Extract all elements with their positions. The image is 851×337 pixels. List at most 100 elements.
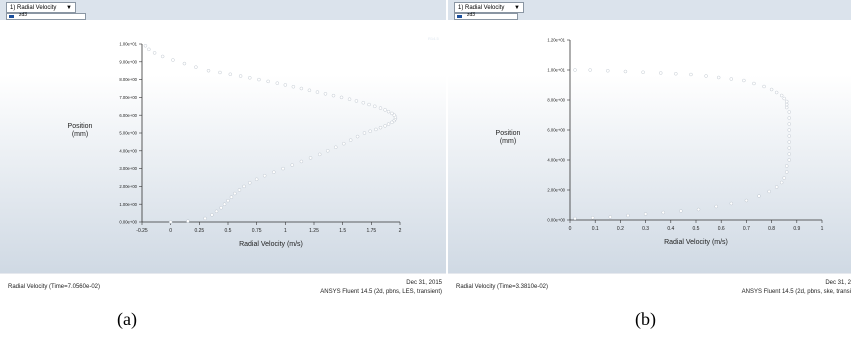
- x-tick-label: 2: [399, 228, 402, 234]
- data-point: [194, 65, 198, 69]
- data-point: [573, 68, 577, 72]
- data-point: [326, 149, 330, 153]
- data-point: [308, 156, 313, 160]
- data-point: [318, 152, 322, 157]
- data-point: [218, 70, 222, 75]
- y-axis-label: (mm): [72, 131, 88, 138]
- x-tick-label: 1: [284, 228, 287, 234]
- data-point: [182, 61, 187, 66]
- chevron-down-icon: ▼: [66, 5, 72, 11]
- data-point: [228, 72, 232, 76]
- plot-selector-dropdown[interactable]: 1) Radial Velocity ▼: [6, 2, 76, 13]
- data-point: [785, 170, 789, 174]
- x-tick-label: 0.9: [793, 226, 800, 232]
- data-point: [206, 69, 211, 73]
- y-tick-label: 4.00e+00: [119, 148, 137, 153]
- data-point: [717, 75, 721, 80]
- data-point: [390, 111, 394, 116]
- data-point: [203, 216, 207, 221]
- data-point: [774, 90, 779, 95]
- data-point: [169, 220, 173, 224]
- data-point: [334, 145, 338, 149]
- graphics-toolbar: [448, 0, 851, 20]
- data-point: [785, 164, 789, 168]
- data-point: [272, 170, 276, 174]
- y-tick-label: 1.00e+01: [547, 68, 565, 73]
- data-point: [299, 159, 304, 164]
- caption-bar: Radial Velocity (Time=7.0560e-02) Dec 31…: [0, 273, 446, 300]
- y-tick-label: 0.00e+00: [547, 218, 565, 223]
- data-point: [362, 131, 367, 135]
- plot-panel-b: 0 0.1 0.2 0.3 0.4 0.5 0.6 0.7 0.8 0.9 1 0.00e+00 2.0…: [448, 0, 851, 300]
- data-point: [383, 124, 387, 128]
- x-tick-label: 1.25: [309, 228, 319, 234]
- y-tick-label: 1.00e+01: [119, 42, 137, 47]
- data-point: [349, 138, 353, 142]
- data-point: [214, 209, 219, 213]
- chevron-down-icon: ▼: [514, 5, 520, 11]
- data-point: [785, 99, 789, 104]
- x-tick-label: 0.8: [768, 226, 775, 232]
- data-point: [307, 88, 312, 92]
- legend-label: zd3: [467, 12, 476, 18]
- y-tick-label: 5.00e+00: [119, 131, 137, 136]
- solver-info: ANSYS Fluent 14.5 (2d, pbns, LES, transi…: [320, 289, 442, 295]
- zone-legend: zd3: [6, 12, 86, 20]
- chart-b-svg: 0 0.1 0.2 0.3 0.4 0.5 0.6 0.7 0.8 0.9 1 0.00e+00 2.0…: [448, 0, 851, 300]
- data-point: [606, 69, 610, 73]
- figure-sublabel-b: (b): [635, 309, 656, 329]
- plot-selector-label: 1) Radial Velocity: [10, 5, 57, 11]
- x-tick-label: 1.75: [366, 228, 376, 234]
- data-point: [573, 216, 577, 221]
- zone-legend: zd3: [454, 12, 518, 20]
- data-point: [383, 108, 387, 112]
- plot-background: [0, 0, 446, 300]
- data-point: [378, 126, 383, 130]
- x-tick-label: 0.25: [194, 228, 204, 234]
- data-point: [785, 102, 789, 107]
- data-point: [787, 128, 791, 132]
- data-point: [354, 99, 359, 103]
- data-point: [608, 215, 612, 219]
- data-point: [378, 106, 383, 110]
- data-point: [323, 92, 328, 96]
- y-axis-label: (mm): [500, 138, 516, 145]
- data-point: [373, 104, 377, 108]
- data-point: [386, 109, 391, 114]
- plot-selector-dropdown[interactable]: 1) Radial Velocity ▼: [454, 2, 524, 13]
- y-tick-label: 8.00e+00: [547, 98, 565, 103]
- data-point: [368, 129, 372, 133]
- x-tick-label: 0.2: [617, 226, 624, 232]
- plot-date: Dec 31, 2015: [406, 280, 442, 286]
- data-point: [147, 47, 151, 51]
- data-point: [248, 181, 252, 185]
- chart-a-svg: -0.25 0 0.25 0.5 0.75 1 1.25 1.5 1.75 2 0.00e+00 1.…: [0, 0, 446, 300]
- y-axis-label: Position: [496, 130, 521, 137]
- x-axis-label: Radial Velocity (m/s): [664, 239, 728, 246]
- data-point: [367, 102, 371, 107]
- data-point: [143, 44, 148, 48]
- data-point: [659, 71, 663, 75]
- data-point: [283, 83, 287, 87]
- x-tick-label: 0.7: [743, 226, 750, 232]
- data-point: [744, 198, 749, 203]
- ansys-logo: ANS: [830, 28, 851, 42]
- plot-selector-label: 1) Radial Velocity: [458, 5, 505, 11]
- data-point: [226, 198, 230, 203]
- solver-info: ANSYS Fluent 14.5 (2d, pbns, ske, transi: [741, 289, 851, 295]
- ansys-version: R14.5: [428, 36, 439, 41]
- data-point: [290, 163, 294, 167]
- data-point: [714, 204, 718, 209]
- legend-swatch: [457, 15, 462, 18]
- x-tick-label: 1: [821, 226, 824, 232]
- data-point: [780, 180, 784, 185]
- data-point: [275, 81, 279, 85]
- x-tick-label: 1.5: [339, 228, 346, 234]
- y-tick-label: 0.00e+00: [119, 220, 137, 225]
- data-point: [171, 58, 175, 62]
- data-point: [643, 212, 648, 216]
- y-tick-label: 6.00e+00: [547, 128, 565, 133]
- data-point: [782, 96, 786, 101]
- x-tick-label: 0.5: [225, 228, 232, 234]
- data-point: [787, 110, 791, 114]
